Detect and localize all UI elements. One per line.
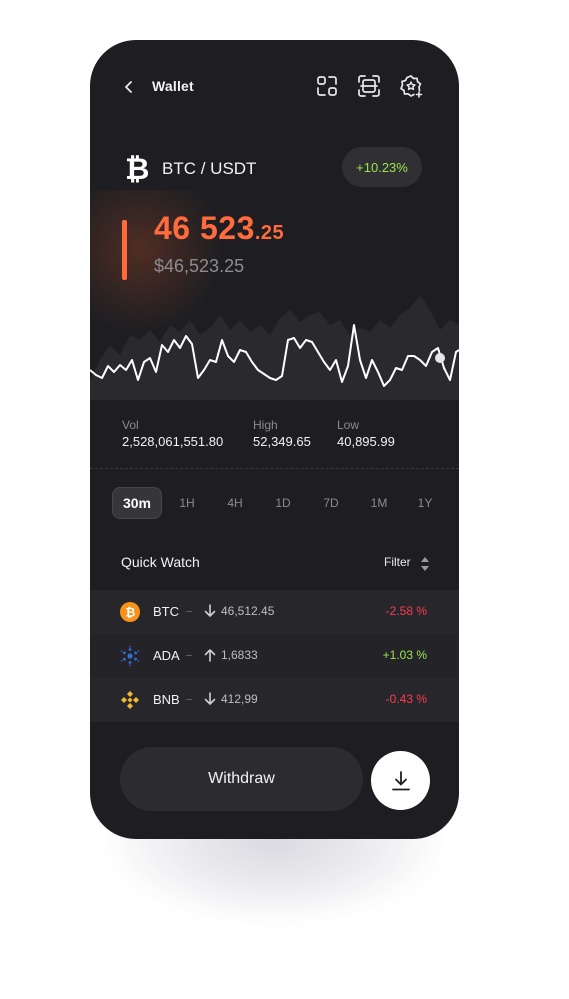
price-integer: 46 523 [154,210,255,246]
price-value: 46 523.25 [154,210,284,247]
chart-price-line [90,324,459,387]
section-divider [90,468,459,469]
download-button[interactable] [371,751,430,810]
stat-low: Low 40,895.99 [337,418,395,449]
trading-pair-label: BTC / USDT [162,159,257,178]
timeframe-1d[interactable]: 1D [275,496,291,510]
separator-dash [186,699,192,700]
timeframe-1m[interactable]: 1M [370,496,388,510]
download-icon [391,770,410,790]
separator-dash [186,611,192,612]
bitcoin-icon: ₿ [120,602,140,622]
coin-symbol: BNB [153,692,180,707]
scan-icon[interactable] [315,74,339,98]
price-glow [90,190,230,340]
qr-frame-icon[interactable] [357,74,381,98]
stat-vol: Vol 2,528,061,551.80 [122,418,223,449]
price-decimals: .25 [254,222,285,244]
chart-background-area [90,295,459,400]
cardano-icon [120,646,140,666]
coin-change: -0.43 % [385,692,427,706]
stat-label: High [253,418,278,432]
back-icon[interactable] [120,78,138,96]
coin-change: +1.03 % [382,648,427,662]
timeframe-1y[interactable]: 1Y [417,496,433,510]
coin-symbol: ADA [153,648,180,663]
bitcoin-logo-icon: ₿ [125,152,149,184]
timeframe-4h[interactable]: 4H [227,496,243,510]
star-badge-icon[interactable] [399,74,423,98]
list-item-ada[interactable]: ADA 1,6833 +1.03 % [90,634,459,678]
stat-high: High 52,349.65 [253,418,311,449]
timeframe-30m[interactable]: 30m [112,487,162,519]
arrow-down-icon [204,604,216,617]
change-badge: +10.23% [342,147,422,187]
coin-price: 412,99 [221,692,258,706]
stat-value: 2,528,061,551.80 [122,434,224,449]
stat-label: Low [337,418,360,432]
svg-text:₿: ₿ [125,152,149,184]
chart-current-point [435,353,445,363]
coin-price: 46,512.45 [221,604,275,618]
coin-price: 1,6833 [221,648,258,662]
coin-symbol: BTC [153,604,179,619]
arrow-down-icon [204,692,216,705]
sort-icon[interactable] [420,555,430,573]
wallet-screen: Wallet ₿ BTC / USDT +10.23% 46 523.25 $4… [90,40,459,839]
filter-button[interactable]: Filter [384,555,411,569]
stat-value: 40,895.99 [337,434,395,449]
list-item-btc[interactable]: ₿ BTC 46,512.45 -2.58 % [90,590,459,634]
stat-value: 52,349.65 [253,434,311,449]
price-chart[interactable] [90,290,459,400]
timeframe-1h[interactable]: 1H [179,496,195,510]
binance-icon [121,691,139,709]
stat-label: Vol [122,418,139,432]
withdraw-button[interactable]: Withdraw [120,747,363,811]
separator-dash [186,655,192,656]
timeframe-7d[interactable]: 7D [323,496,339,510]
arrow-up-icon [204,649,216,662]
svg-text:₿: ₿ [126,606,136,620]
page-title: Wallet [152,78,194,94]
price-indicator-bar [122,220,127,280]
quick-watch-title: Quick Watch [121,554,200,570]
price-usd: $46,523.25 [154,256,245,276]
list-item-bnb[interactable]: BNB 412,99 -0.43 % [90,678,459,722]
coin-change: -2.58 % [385,604,427,618]
